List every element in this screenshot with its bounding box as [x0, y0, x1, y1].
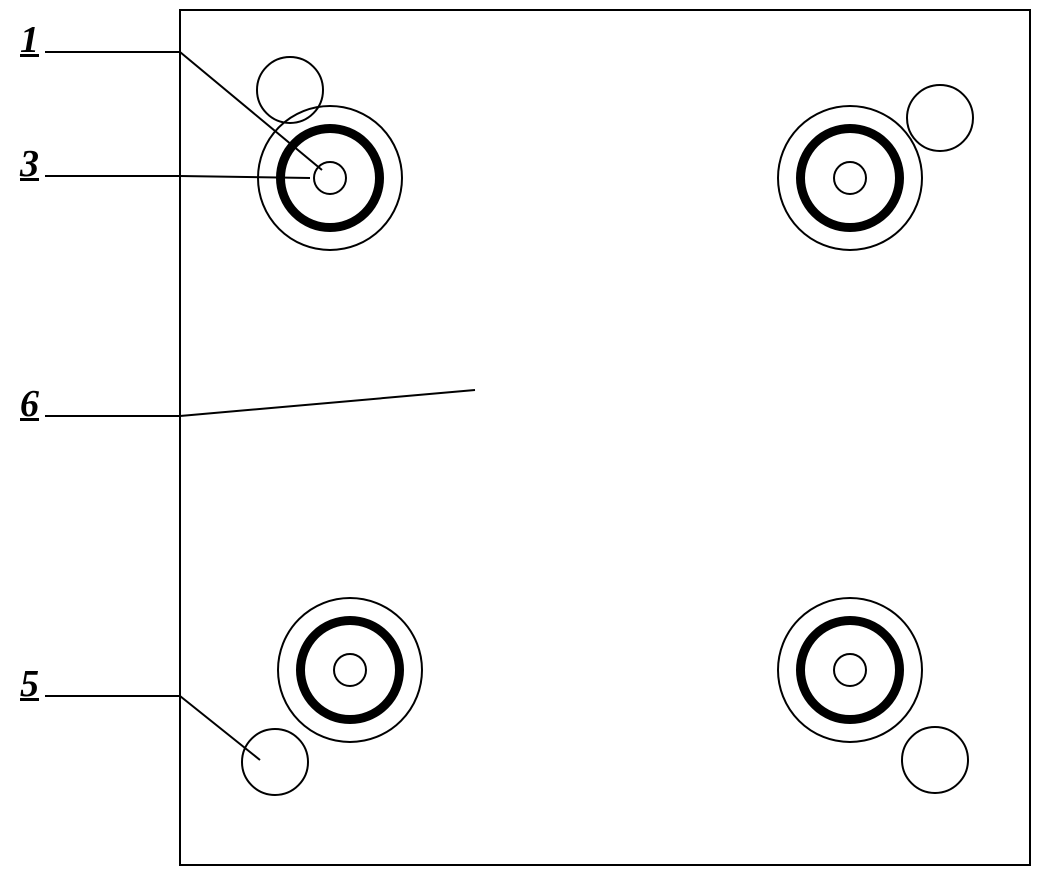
diagram-svg [0, 0, 1042, 872]
callout-label-3: 3 [20, 142, 39, 186]
callout-label-1: 1 [20, 18, 39, 62]
callout-label-5: 5 [20, 662, 39, 706]
callout-label-6: 6 [20, 382, 39, 426]
